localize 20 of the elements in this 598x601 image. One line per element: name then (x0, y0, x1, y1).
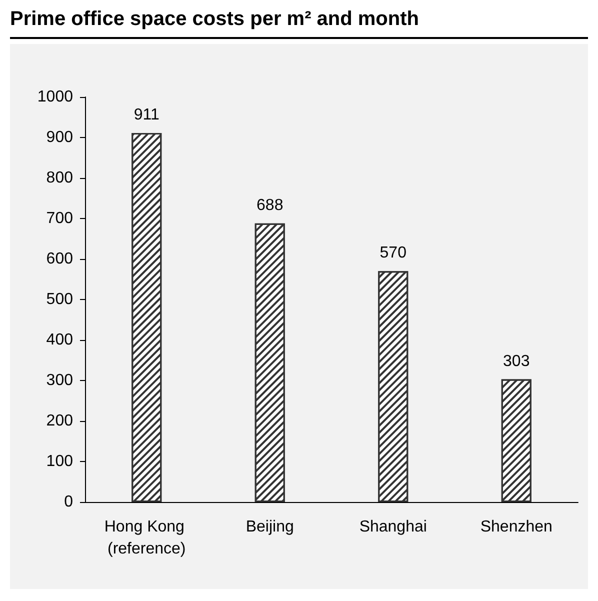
data-label: 303 (503, 352, 530, 370)
chart-title: Prime office space costs per m² and month (10, 8, 588, 39)
data-label: 911 (134, 106, 160, 124)
x-tick-label: Hong Kong (reference) (104, 518, 189, 558)
y-tick-label: 700 (46, 210, 74, 227)
x-tick-label: Beijing (246, 518, 294, 536)
x-tick-label: Shenzhen (480, 518, 552, 536)
data-label: 570 (380, 244, 407, 262)
y-tick-label: 1000 (37, 88, 74, 106)
y-tick-label: 900 (46, 129, 74, 146)
y-tick-label: 400 (46, 332, 74, 348)
data-label: 688 (256, 196, 284, 214)
y-tick-label: 800 (46, 170, 74, 186)
y-tick-label: 600 (46, 250, 74, 268)
x-tick-label: Shanghai (359, 518, 427, 536)
y-tick-label: 300 (46, 372, 74, 389)
y-tick-label: 100 (46, 453, 74, 470)
y-tick-label: 0 (64, 494, 74, 510)
y-tick-label: 200 (46, 412, 74, 430)
y-tick-label: 500 (46, 291, 74, 308)
